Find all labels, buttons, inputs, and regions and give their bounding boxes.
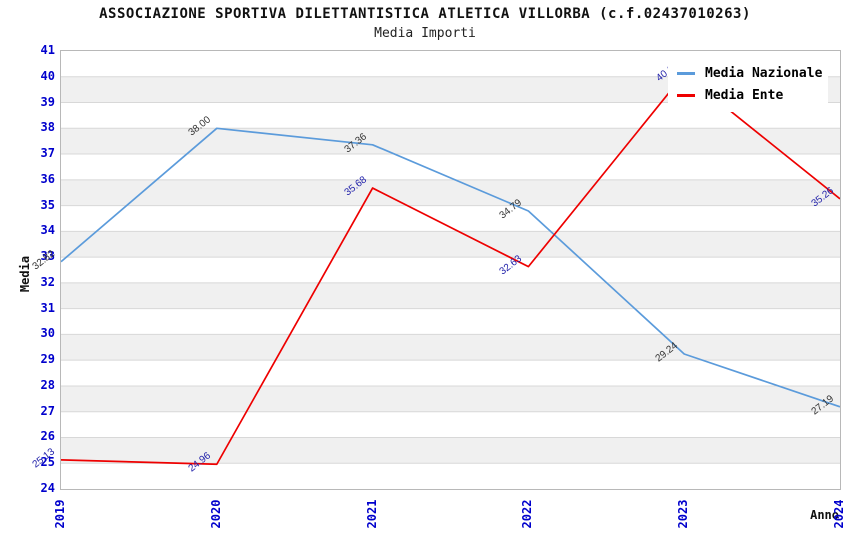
- y-tick-38: 38: [40, 120, 55, 135]
- y-tick-29: 29: [40, 352, 55, 367]
- y-tick-39: 39: [40, 94, 55, 109]
- alt-band: [61, 282, 840, 309]
- x-tick-2021: 2021: [364, 499, 379, 529]
- y-tick-37: 37: [40, 146, 55, 161]
- plot-area: [60, 50, 841, 490]
- x-tick-2019: 2019: [53, 499, 67, 529]
- plot-canvas: [61, 73, 840, 466]
- y-tick-34: 34: [40, 223, 55, 238]
- y-tick-35: 35: [40, 197, 55, 212]
- x-axis-title: Anno: [810, 508, 839, 522]
- chart-subtitle: Media Importi: [374, 26, 476, 41]
- alt-band: [61, 231, 840, 258]
- alt-band: [61, 179, 840, 206]
- legend-item-media-nazionale: Media Nazionale: [677, 62, 823, 84]
- alt-band: [61, 385, 840, 412]
- legend-item-media-ente: Media Ente: [677, 84, 819, 106]
- y-tick-32: 32: [40, 274, 55, 289]
- x-tick-2022: 2022: [520, 499, 535, 529]
- alt-band: [61, 437, 840, 464]
- y-tick-24: 24: [40, 481, 55, 495]
- legend: Media Nazionale Media Ente: [668, 55, 828, 112]
- legend-swatch-red-line: [677, 93, 695, 97]
- y-tick-31: 31: [40, 300, 55, 315]
- x-tick-2020: 2020: [208, 499, 223, 529]
- y-tick-30: 30: [40, 326, 55, 341]
- y-tick-40: 40: [40, 68, 55, 83]
- y-tick-28: 28: [40, 377, 55, 392]
- y-axis-title: Media: [18, 255, 32, 293]
- legend-swatch-blue-line: [677, 71, 695, 75]
- alt-band: [61, 334, 840, 361]
- series-line-0: [61, 127, 840, 408]
- legend-label-media-nazionale: Media Nazionale: [705, 65, 823, 81]
- chart-title: ASSOCIAZIONE SPORTIVA DILETTANTISTICA AT…: [99, 6, 751, 22]
- x-tick-2024: 2024: [832, 499, 846, 529]
- y-tick-27: 27: [40, 403, 55, 418]
- y-tick-33: 33: [40, 249, 55, 264]
- x-tick-2023: 2023: [676, 499, 691, 529]
- y-tick-36: 36: [40, 171, 55, 186]
- y-tick-26: 26: [40, 429, 55, 444]
- alt-band: [61, 128, 840, 155]
- legend-label-media-ente: Media Ente: [705, 87, 784, 103]
- y-tick-25: 25: [40, 455, 55, 470]
- y-tick-41: 41: [40, 43, 55, 57]
